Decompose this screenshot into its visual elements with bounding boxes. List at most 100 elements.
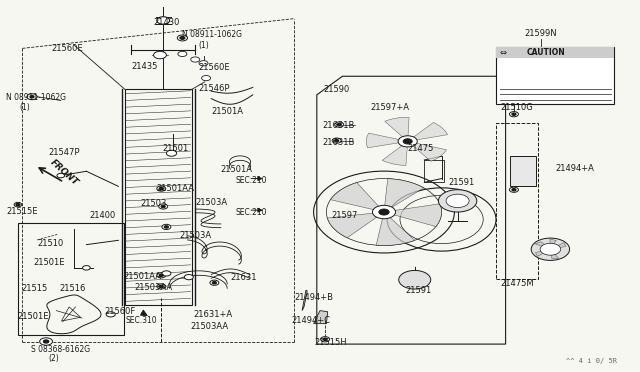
Circle shape [178,51,187,57]
Text: 21547P: 21547P [48,148,79,157]
Text: ⇔: ⇔ [500,48,507,57]
Polygon shape [550,239,556,249]
Text: S 08368-6162G: S 08368-6162G [31,345,90,354]
Bar [496,123,538,279]
Bar [125,89,192,305]
Circle shape [40,338,52,345]
Polygon shape [385,117,409,141]
Text: 21560E: 21560E [198,63,230,72]
Text: 21501E: 21501E [33,258,65,267]
Circle shape [509,187,518,192]
Text: 21591: 21591 [448,178,474,187]
Text: SEC.210: SEC.210 [236,176,267,185]
Polygon shape [376,212,415,246]
Circle shape [509,112,518,117]
Polygon shape [384,204,442,227]
Circle shape [157,284,166,289]
Circle shape [438,190,477,212]
Text: 21503AA: 21503AA [190,322,228,331]
Circle shape [335,122,344,127]
Circle shape [335,140,339,142]
Text: 21435: 21435 [131,62,157,71]
Text: 21510: 21510 [37,239,63,248]
Circle shape [44,340,49,343]
Circle shape [512,113,516,115]
Circle shape [512,189,516,191]
Text: 21515E: 21515E [6,207,38,216]
Polygon shape [382,141,408,166]
Text: SEC.310: SEC.310 [125,316,157,325]
Circle shape [531,238,570,260]
Circle shape [157,273,166,278]
Text: 21591: 21591 [405,286,431,295]
Text: 21400: 21400 [90,211,116,220]
Text: 21510G: 21510G [500,103,533,112]
Text: 21501E: 21501E [17,312,49,321]
Text: 21501: 21501 [162,144,188,153]
Circle shape [154,51,166,59]
Polygon shape [550,243,566,249]
Polygon shape [314,311,328,324]
Text: 21631B: 21631B [322,138,355,147]
Text: 21494+B: 21494+B [294,293,333,302]
Text: (2): (2) [48,354,59,363]
Circle shape [372,205,396,219]
Text: 21475: 21475 [407,144,433,153]
Text: 21515H: 21515H [315,338,348,347]
Circle shape [191,57,200,62]
Circle shape [180,36,185,39]
Text: 21599N: 21599N [525,29,557,38]
Circle shape [159,285,163,288]
Circle shape [157,186,166,191]
Text: SEC.210: SEC.210 [236,208,267,217]
Text: 21503A: 21503A [195,198,227,207]
Polygon shape [536,249,550,256]
Text: 21546P: 21546P [198,84,230,93]
Text: 21494+C: 21494+C [291,316,330,325]
Polygon shape [408,122,447,141]
Bar [510,156,536,186]
Text: 21631: 21631 [230,273,257,282]
Polygon shape [327,212,384,238]
Circle shape [159,274,163,276]
Text: N 08911-1062G: N 08911-1062G [182,30,243,39]
Circle shape [199,61,208,66]
Circle shape [337,124,341,126]
Circle shape [403,139,412,144]
Text: 21516: 21516 [60,284,86,293]
Text: 21503: 21503 [141,199,167,208]
Text: 21515: 21515 [21,284,47,293]
Polygon shape [330,183,384,212]
Text: 21501AA: 21501AA [124,272,161,280]
Circle shape [398,136,417,147]
Circle shape [210,280,219,285]
Text: (1): (1) [198,41,209,50]
Circle shape [162,224,171,230]
Polygon shape [366,133,408,148]
Circle shape [323,338,327,340]
Bar [496,46,614,58]
Text: CAUTION: CAUTION [527,48,566,57]
Circle shape [166,150,177,156]
Bar [424,160,444,182]
Circle shape [162,271,171,276]
Circle shape [202,76,211,81]
Text: 21597: 21597 [332,211,358,220]
Circle shape [399,270,431,289]
Text: 21501A: 21501A [221,165,253,174]
Circle shape [57,173,65,178]
Circle shape [321,337,330,342]
Text: 21560F: 21560F [104,307,136,316]
Polygon shape [408,141,447,161]
Text: 21494+A: 21494+A [556,164,595,173]
Text: 21501A: 21501A [211,107,243,116]
Polygon shape [302,290,307,311]
Circle shape [379,209,389,215]
Polygon shape [384,179,424,212]
Bar [18,223,124,335]
Text: 21503A: 21503A [179,231,211,240]
Text: 21503AA: 21503AA [134,283,173,292]
Text: FRONT: FRONT [48,158,80,188]
Text: 21560E: 21560E [51,44,83,53]
Circle shape [446,194,469,208]
